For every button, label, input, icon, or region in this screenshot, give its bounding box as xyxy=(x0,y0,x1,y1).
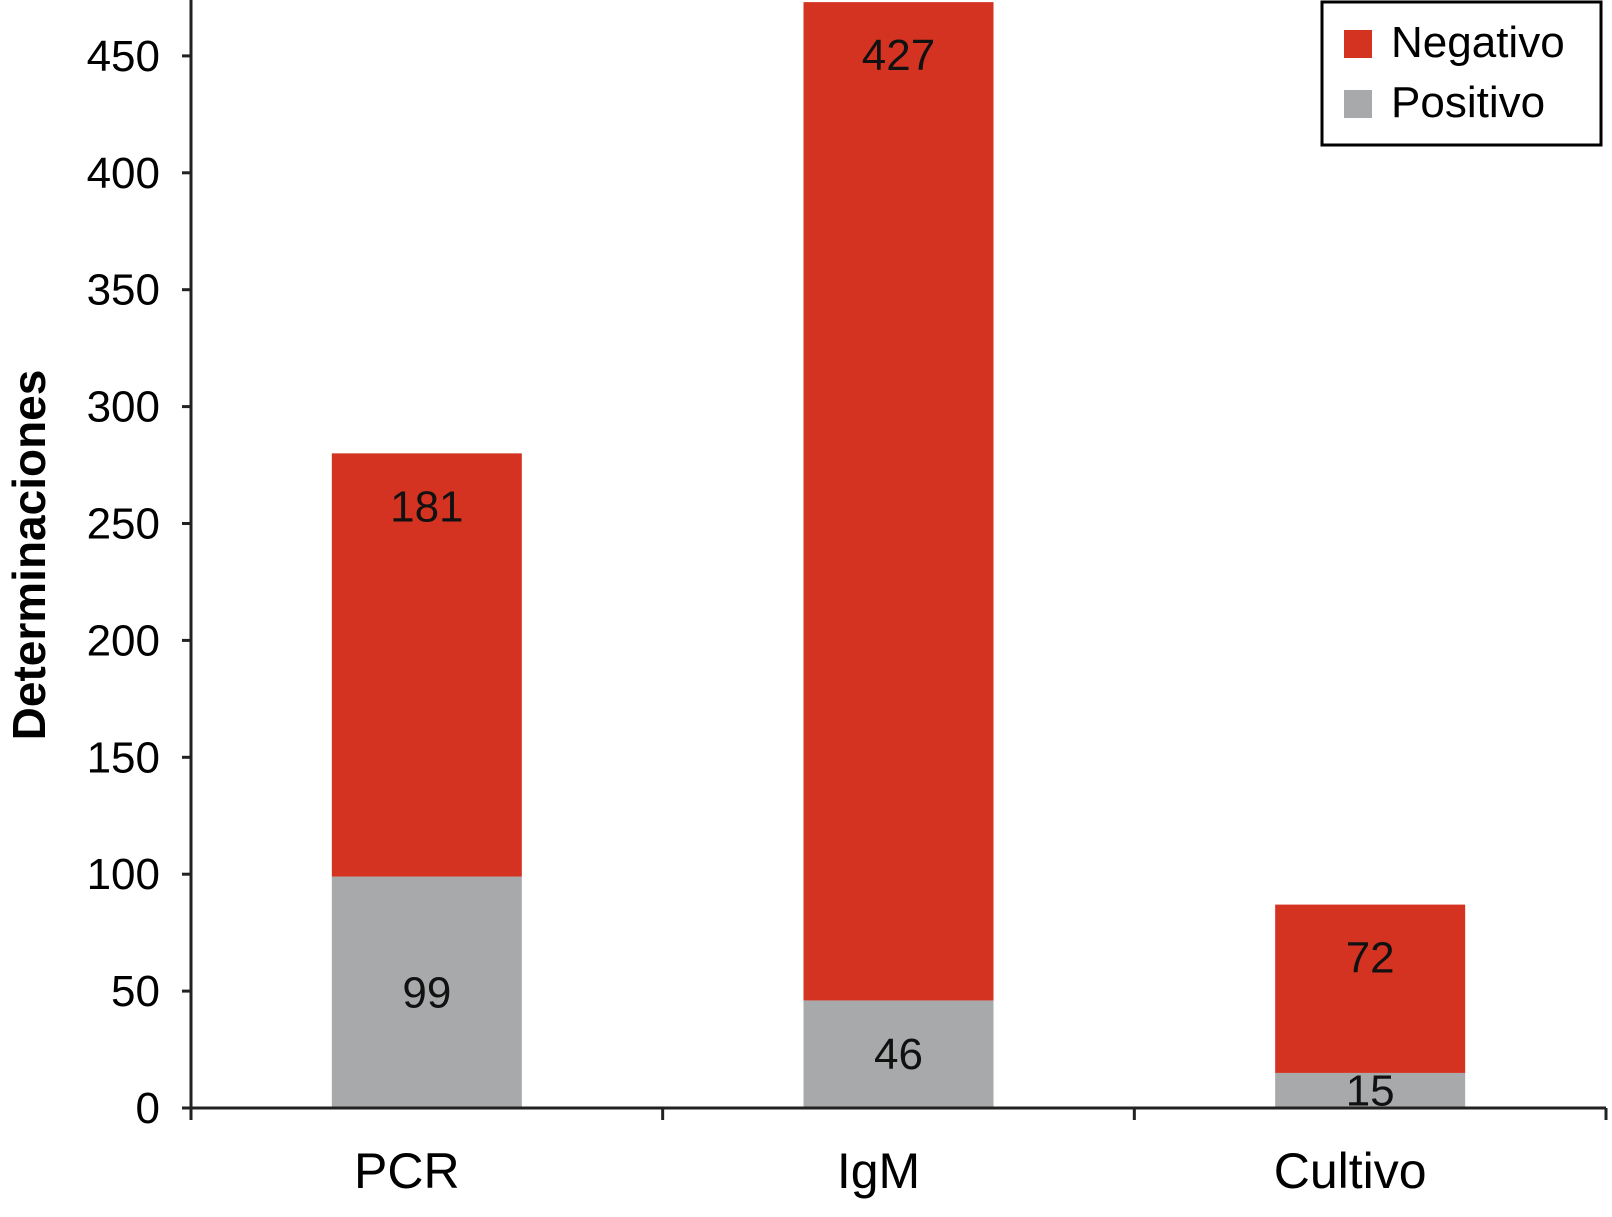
y-tick-label: 100 xyxy=(87,850,160,899)
y-tick-label: 0 xyxy=(136,1084,160,1133)
data-label-negativo-cultivo: 72 xyxy=(1346,934,1395,983)
bar-positivo-igm xyxy=(803,1000,994,1108)
bar-positivo-pcr xyxy=(331,876,522,1108)
x-tick-label-cultivo: Cultivo xyxy=(1274,1143,1427,1199)
legend-label-negativo: Negativo xyxy=(1391,18,1565,67)
data-label-positivo-igm: 46 xyxy=(874,1030,923,1079)
legend: Negativo Positivo xyxy=(1320,0,1603,147)
legend-swatch-positivo xyxy=(1344,90,1372,118)
data-label-negativo-pcr: 181 xyxy=(390,482,463,531)
bar-negativo-igm xyxy=(803,2,994,1001)
x-tick-label-pcr: PCR xyxy=(354,1143,460,1199)
bar-negativo-pcr xyxy=(331,453,522,877)
y-axis-label: Determinaciones xyxy=(3,370,55,741)
y-tick-label: 300 xyxy=(87,383,160,432)
bar-positivo-cultivo xyxy=(1275,1072,1466,1108)
y-axis-ticks: 0 50 100 150 200 250 300 350 400 450 xyxy=(87,0,193,1133)
y-tick-label: 50 xyxy=(111,967,160,1016)
data-label-negativo-igm: 427 xyxy=(862,31,935,80)
x-tick-label-igm: IgM xyxy=(837,1143,920,1199)
y-tick-label: 150 xyxy=(87,733,160,782)
y-tick-label: 350 xyxy=(87,266,160,315)
x-axis: PCR IgM Cultivo xyxy=(182,1106,1608,1199)
legend-swatch-negativo xyxy=(1344,30,1372,58)
legend-box xyxy=(1320,0,1603,147)
data-label-positivo-pcr: 99 xyxy=(402,968,451,1017)
y-tick-label: 250 xyxy=(87,500,160,549)
legend-label-positivo: Positivo xyxy=(1391,78,1545,127)
y-tick-label: 400 xyxy=(87,149,160,198)
y-tick-label: 450 xyxy=(87,32,160,81)
y-tick-label: 200 xyxy=(87,616,160,665)
bar-negativo-cultivo xyxy=(1275,904,1466,1073)
